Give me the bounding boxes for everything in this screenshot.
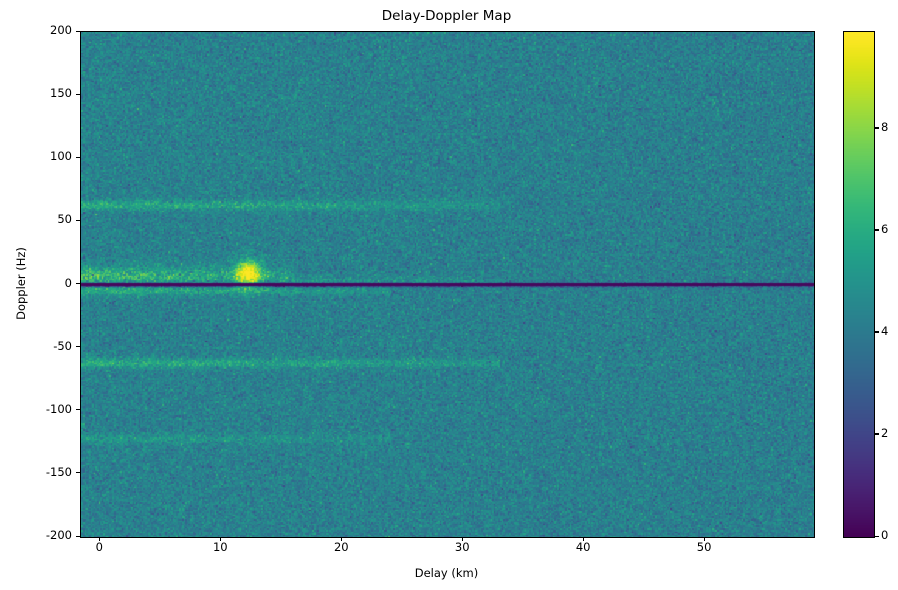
y-tick-label: -50 [53, 338, 72, 353]
colorbar-tick-label: 4 [881, 323, 889, 338]
y-tick-mark [76, 409, 80, 411]
colorbar[interactable] [843, 31, 875, 538]
x-tick-label: 50 [696, 540, 712, 554]
colorbar-tick-label: 2 [881, 425, 889, 440]
y-axis-label: Doppler (Hz) [14, 247, 28, 320]
delay-doppler-heatmap [81, 32, 814, 537]
heatmap-plot-area[interactable] [80, 31, 815, 538]
x-tick-mark [461, 537, 463, 541]
x-tick-mark [340, 537, 342, 541]
y-tick-mark [76, 346, 80, 348]
x-tick-label: 30 [454, 540, 470, 554]
x-tick-mark [582, 537, 584, 541]
page-title: Delay-Doppler Map [381, 8, 512, 24]
y-tick-mark [76, 30, 80, 32]
colorbar-tick-mark [875, 331, 879, 333]
x-tick-label: 10 [212, 540, 228, 554]
y-tick-label: 200 [50, 23, 72, 37]
y-tick-label: 0 [64, 275, 72, 290]
x-tick-label: 40 [575, 540, 591, 554]
y-tick-label: 150 [50, 86, 72, 101]
y-tick-mark [76, 156, 80, 158]
y-tick-label: 100 [50, 149, 72, 164]
x-axis-label: Delay (km) [414, 566, 479, 580]
y-tick-mark [76, 472, 80, 474]
x-tick-mark [703, 537, 705, 541]
x-tick-label: 20 [333, 540, 349, 554]
y-tick-label: -100 [45, 401, 72, 416]
colorbar-tick-mark [875, 433, 879, 435]
colorbar-tick-mark [875, 535, 879, 537]
y-tick-mark [76, 93, 80, 95]
y-tick-label: -200 [45, 528, 72, 542]
x-tick-mark [219, 537, 221, 541]
y-tick-mark [76, 283, 80, 285]
colorbar-tick-mark [875, 229, 879, 231]
colorbar-tick-mark [875, 127, 879, 129]
colorbar-tick-label: 0 [881, 528, 889, 542]
y-tick-label: 50 [57, 212, 72, 227]
x-tick-mark [98, 537, 100, 541]
colorbar-tick-label: 8 [881, 119, 889, 134]
colorbar-gradient [844, 32, 874, 537]
y-tick-label: -150 [45, 464, 72, 479]
colorbar-tick-label: 6 [881, 221, 889, 236]
y-tick-mark [76, 535, 80, 537]
y-tick-mark [76, 219, 80, 221]
x-tick-label: 0 [95, 540, 103, 554]
